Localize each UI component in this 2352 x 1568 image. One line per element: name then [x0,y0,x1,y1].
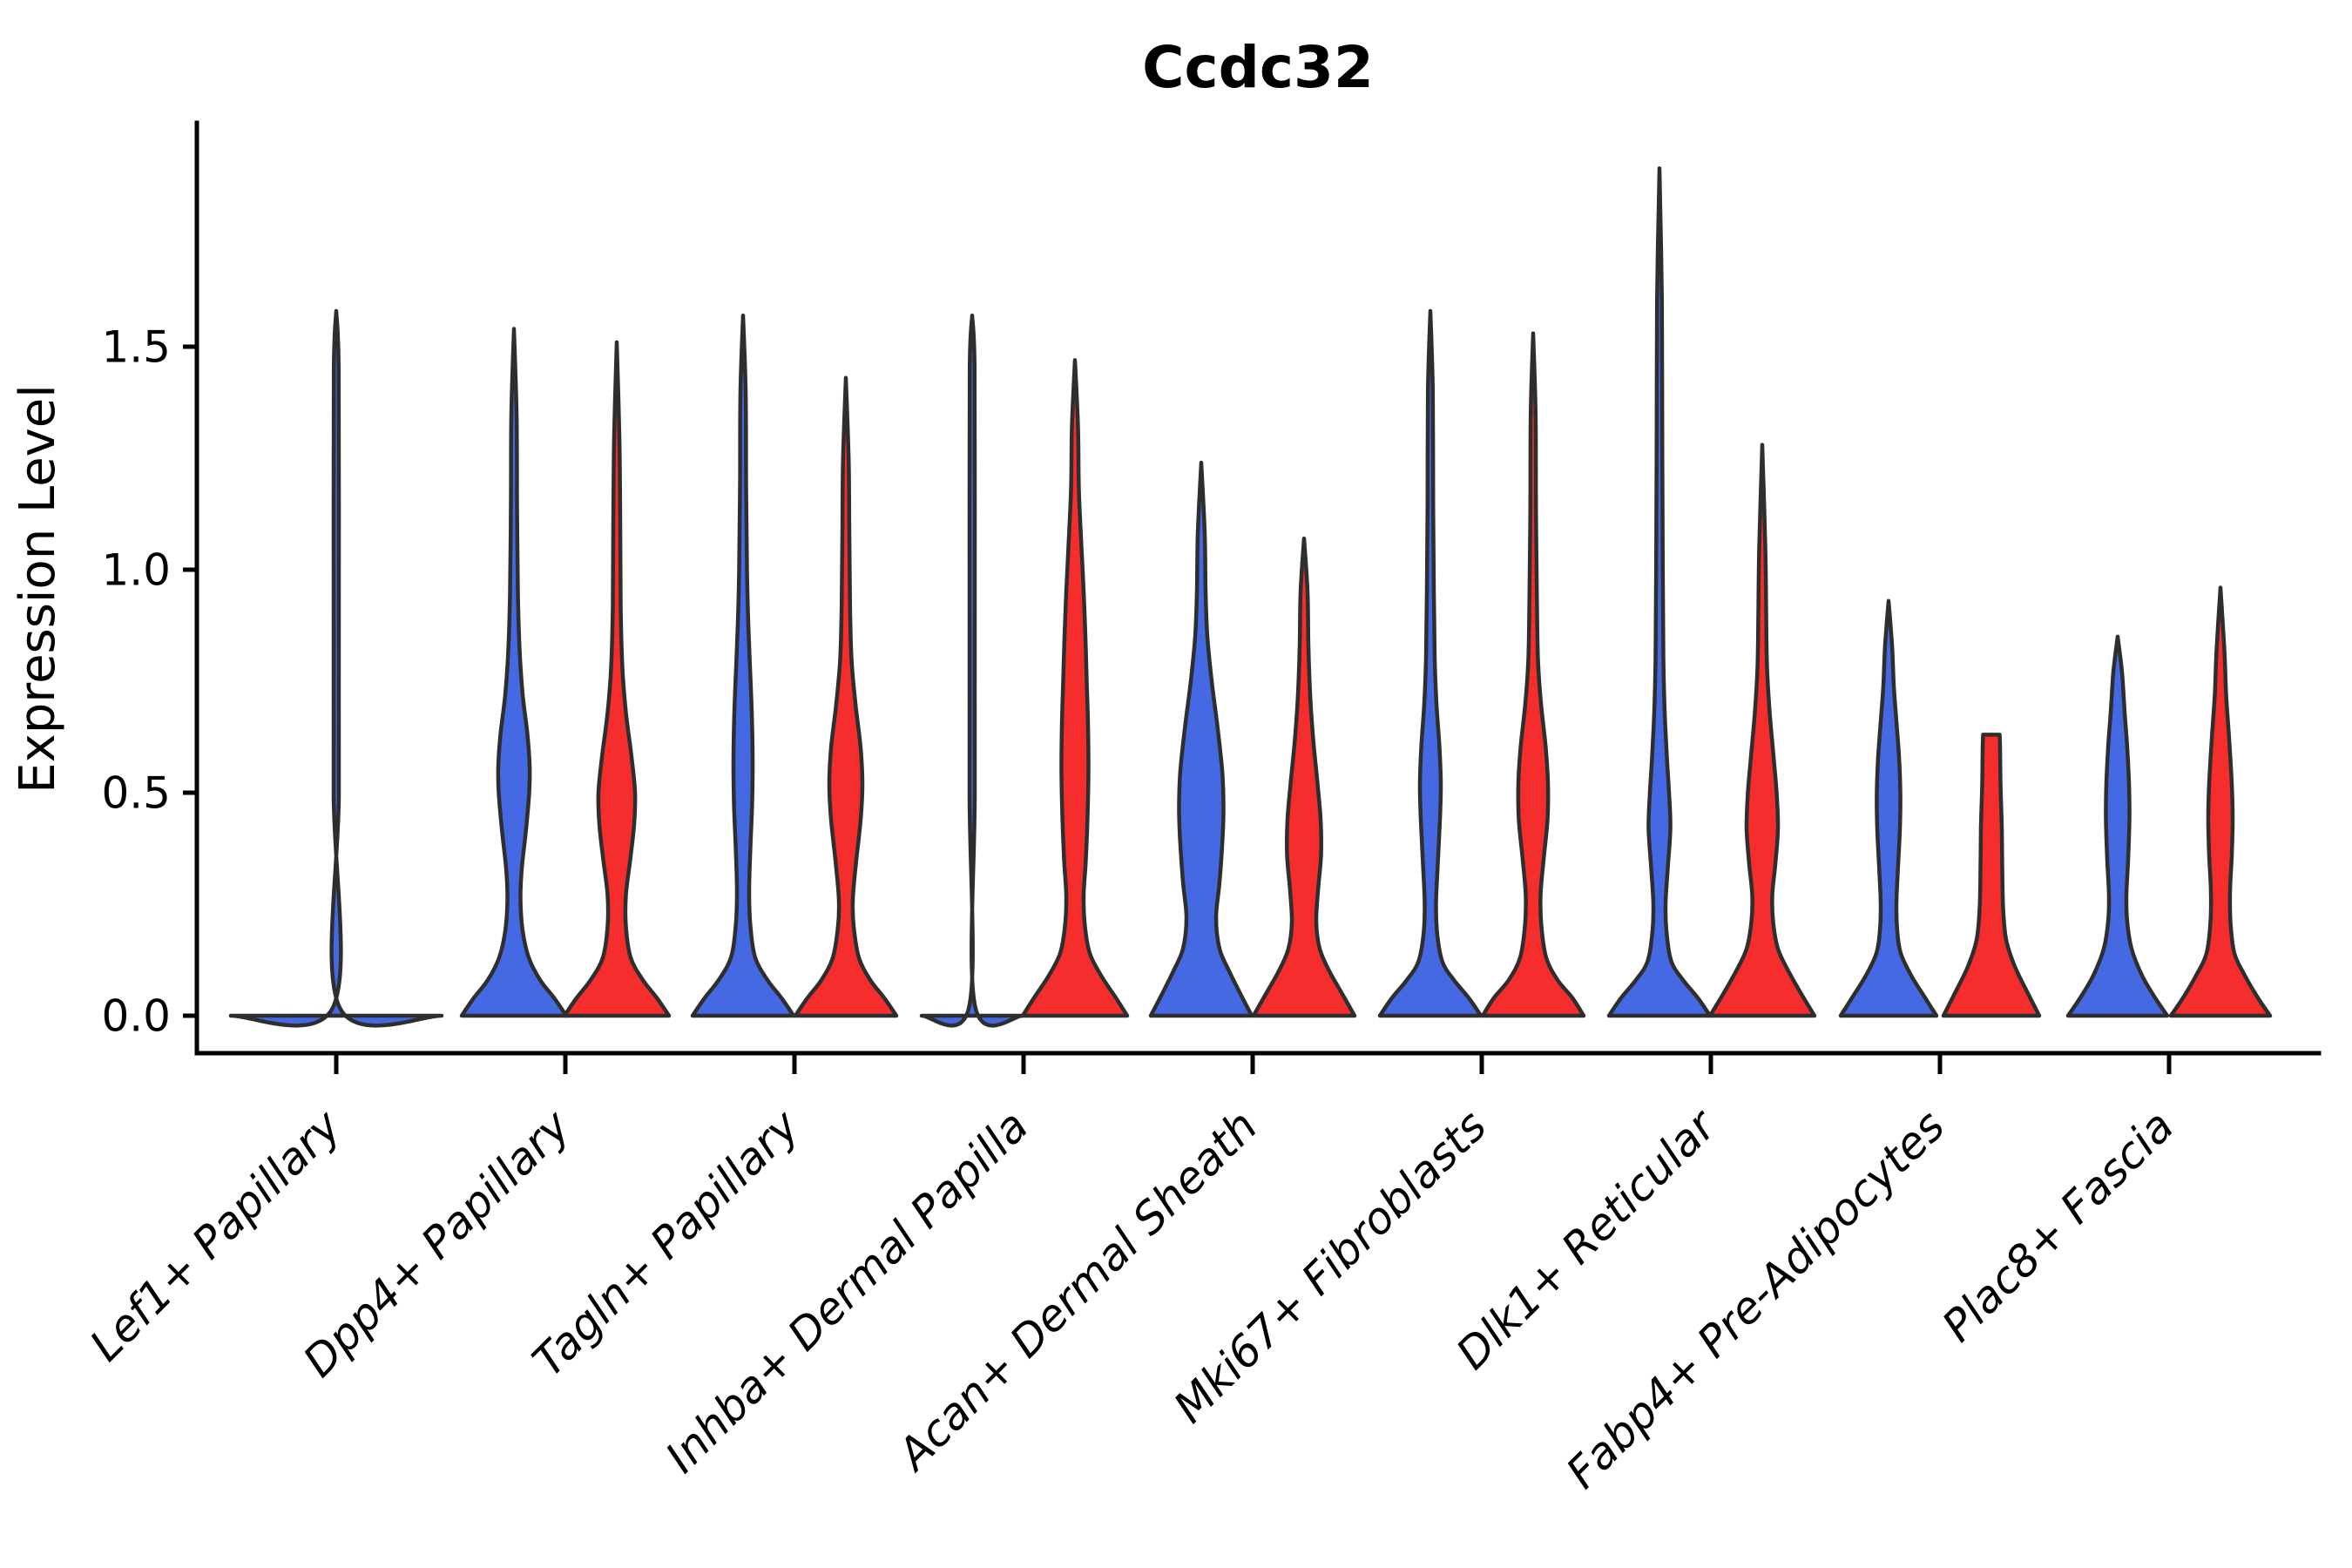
violin-fabp4-pre-adipocytes-red [1941,733,2042,1018]
violin-lef1-papillary-blue [228,308,444,1028]
x-tick-label-fabp4-pre-adipocytes: Fabp4+ Pre-Adipocytes [1557,1100,1955,1498]
violin-plac8-fascia-blue [2065,634,2170,1018]
violin-dpp4-papillary-red [562,340,672,1018]
violin-inhba-dermal-papilla-red [1020,358,1130,1018]
violin-tagln-papillary-blue [690,313,796,1018]
violin-fabp4-pre-adipocytes-blue [1838,598,1939,1018]
violins-layer [228,166,2273,1028]
y-tick-label: 0.5 [101,768,171,819]
y-tick-labels: 0.0 0.5 1.0 1.5 [101,322,171,1042]
violin-acan-dermal-sheath-red [1251,536,1357,1018]
violin-plac8-fascia-red [2168,585,2273,1018]
x-tick-label-acan-dermal-sheath: Acan+ Dermal Sheath [887,1100,1267,1481]
axes-layer [183,120,2322,1074]
x-tick-label-plac8-fascia: Plac8+ Fascia [1933,1100,2184,1351]
violin-mki67-fibroblasts-red [1480,331,1586,1018]
violin-dpp4-papillary-blue [459,327,569,1018]
y-tick-label: 1.0 [101,545,171,596]
violin-mki67-fibroblasts-blue [1377,308,1484,1018]
violin-tagln-papillary-red [793,375,899,1018]
y-tick-label: 0.0 [101,991,171,1042]
plot-title: Ccdc32 [1142,34,1374,101]
x-tick-label-lef1-papillary: Lef1+ Papillary [80,1099,351,1370]
x-tick-label-inhba-dermal-papilla: Inhba+ Dermal Papilla [656,1100,1037,1482]
y-axis-label: Expression Level [10,384,66,794]
violin-acan-dermal-sheath-blue [1148,460,1254,1018]
violin-inhba-dermal-papilla-blue [919,313,1025,1028]
violin-dlk1-reticular-red [1707,443,1817,1018]
violin-dlk1-reticular-blue [1606,166,1713,1018]
y-tick-label: 1.5 [101,322,171,373]
